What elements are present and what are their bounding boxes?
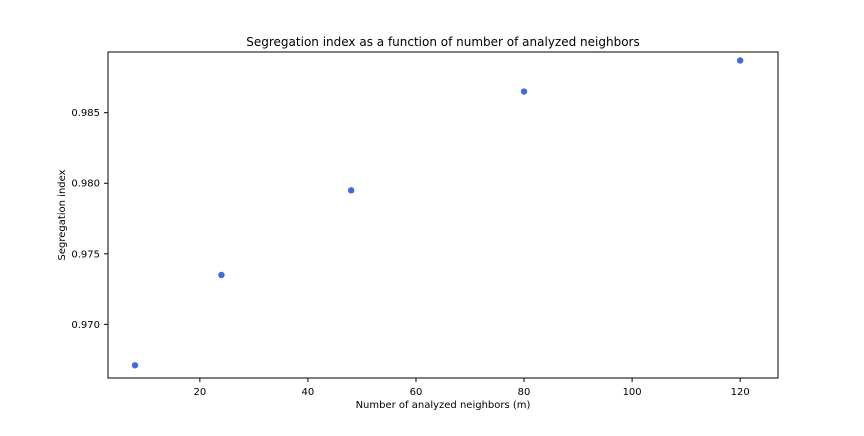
x-tick-label: 20: [193, 387, 206, 398]
x-tick-label: 100: [623, 387, 642, 398]
scatter-point: [736, 57, 744, 64]
x-tick-label: 120: [731, 387, 750, 398]
x-axis-ticks: 20 40 60 80 100 120: [193, 378, 750, 398]
y-tick-label: 0.970: [71, 320, 100, 331]
plot-area-frame: [107, 51, 779, 379]
y-tick-label: 0.975: [71, 249, 100, 260]
x-tick-label: 80: [518, 387, 531, 398]
x-tick-label: 40: [302, 387, 315, 398]
scatter-point: [347, 187, 355, 194]
y-tick-label: 0.985: [71, 108, 100, 119]
chart-title: Segregation index as a function of numbe…: [246, 35, 639, 49]
x-tick-label: 60: [410, 387, 423, 398]
x-axis-label: Number of analyzed neighbors (m): [356, 400, 531, 411]
data-points: [131, 57, 744, 369]
scatter-point: [131, 362, 139, 369]
scatter-point: [520, 88, 528, 95]
y-axis-label: Segregation index: [57, 169, 68, 260]
scatter-point: [218, 271, 225, 279]
y-axis-ticks: 0.970 0.975 0.980 0.985: [71, 108, 108, 331]
y-tick-label: 0.980: [71, 179, 100, 190]
